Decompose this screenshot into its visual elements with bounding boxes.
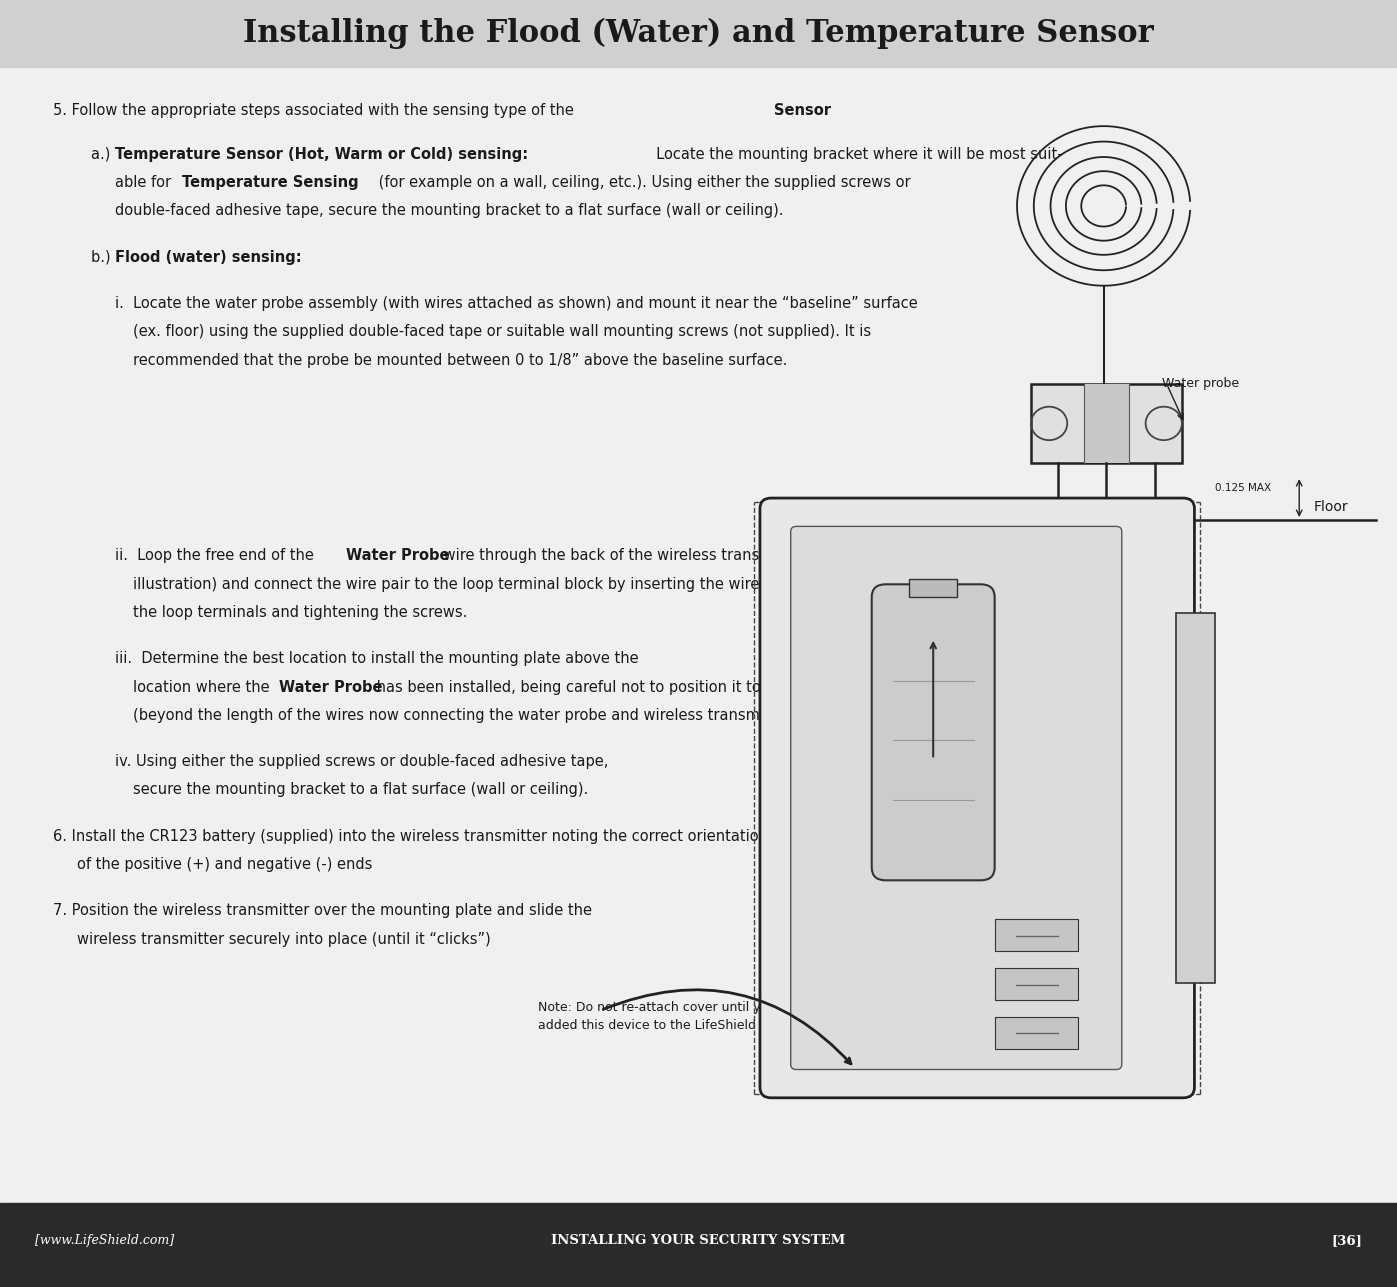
Text: the loop terminals and tightening the screws.: the loop terminals and tightening the sc… (133, 605, 467, 620)
Bar (1084, 384, 1129, 463)
Text: (for example on a wall, ceiling, etc.). Using either the supplied screws or: (for example on a wall, ceiling, etc.). … (374, 175, 911, 190)
Text: Note: Do not re-attach cover until you have
added this device to the LifeShield : Note: Do not re-attach cover until you h… (538, 1001, 810, 1032)
Text: Temperature Sensing: Temperature Sensing (182, 175, 358, 190)
Text: i.  Locate the water probe assembly (with wires attached as shown) and mount it : i. Locate the water probe assembly (with… (115, 296, 918, 311)
Text: [www.LifeShield.com]: [www.LifeShield.com] (35, 1234, 175, 1247)
Text: double-faced adhesive tape, secure the mounting bracket to a flat surface (wall : double-faced adhesive tape, secure the m… (115, 203, 784, 219)
Text: secure the mounting bracket to a flat surface (wall or ceiling).: secure the mounting bracket to a flat su… (133, 782, 588, 798)
Text: [36]: [36] (1331, 1234, 1362, 1247)
Bar (0, 0, 1397, 67)
FancyBboxPatch shape (872, 584, 995, 880)
Bar (1176, 613, 1215, 983)
Bar (995, 968, 1078, 1000)
Text: Water Probe: Water Probe (346, 548, 450, 564)
Bar (0, 1203, 1397, 1287)
Text: ii.  Loop the free end of the: ii. Loop the free end of the (115, 548, 319, 564)
Text: iii.  Determine the best location to install the mounting plate above the: iii. Determine the best location to inst… (115, 651, 638, 667)
Text: Floor: Floor (1313, 501, 1348, 514)
Text: a.): a.) (91, 147, 115, 162)
Text: INSTALLING YOUR SECURITY SYSTEM: INSTALLING YOUR SECURITY SYSTEM (552, 1234, 845, 1247)
Text: iv. Using either the supplied screws or double-faced adhesive tape,: iv. Using either the supplied screws or … (115, 754, 608, 770)
Text: of the positive (+) and negative (-) ends: of the positive (+) and negative (-) end… (77, 857, 372, 873)
Text: 7. Position the wireless transmitter over the mounting plate and slide the: 7. Position the wireless transmitter ove… (53, 903, 592, 919)
Text: b.): b.) (91, 250, 115, 265)
Bar (995, 1017, 1078, 1049)
Text: wireless transmitter securely into place (until it “clicks”): wireless transmitter securely into place… (77, 932, 490, 947)
Bar (995, 919, 1078, 951)
Text: 0.125 MAX: 0.125 MAX (1215, 483, 1271, 493)
FancyBboxPatch shape (791, 526, 1122, 1069)
Text: Water Probe: Water Probe (279, 680, 383, 695)
Text: Water probe: Water probe (1162, 377, 1239, 390)
Text: Flood (water) sensing:: Flood (water) sensing: (115, 250, 302, 265)
Text: wire through the back of the wireless transmitter (as shown in: wire through the back of the wireless tr… (439, 548, 901, 564)
Text: 6. Install the CR123 battery (supplied) into the wireless transmitter noting the: 6. Install the CR123 battery (supplied) … (53, 829, 768, 844)
Text: able for: able for (115, 175, 175, 190)
Text: has been installed, being careful not to position it too high: has been installed, being careful not to… (372, 680, 806, 695)
Text: Locate the mounting bracket where it will be most suit-: Locate the mounting bracket where it wil… (647, 147, 1063, 162)
Text: Sensor: Sensor (774, 103, 831, 118)
Text: (beyond the length of the wires now connecting the water probe and wireless tran: (beyond the length of the wires now conn… (133, 708, 800, 723)
Text: 5. Follow the appropriate steps associated with the sensing type of the: 5. Follow the appropriate steps associat… (53, 103, 578, 118)
Bar (1031, 384, 1182, 463)
Text: recommended that the probe be mounted between 0 to 1/8” above the baseline surfa: recommended that the probe be mounted be… (133, 353, 787, 368)
Bar (909, 579, 957, 597)
FancyBboxPatch shape (760, 498, 1194, 1098)
Text: location where the: location where the (133, 680, 274, 695)
Text: Battery: Battery (898, 1006, 950, 1021)
Text: Installing the Flood (Water) and Temperature Sensor: Installing the Flood (Water) and Tempera… (243, 18, 1154, 49)
Text: illustration) and connect the wire pair to the loop terminal block by inserting : illustration) and connect the wire pair … (133, 577, 900, 592)
Text: (ex. floor) using the supplied double-faced tape or suitable wall mounting screw: (ex. floor) using the supplied double-fa… (133, 324, 870, 340)
Text: Temperature Sensor (Hot, Warm or Cold) sensing:: Temperature Sensor (Hot, Warm or Cold) s… (115, 147, 528, 162)
